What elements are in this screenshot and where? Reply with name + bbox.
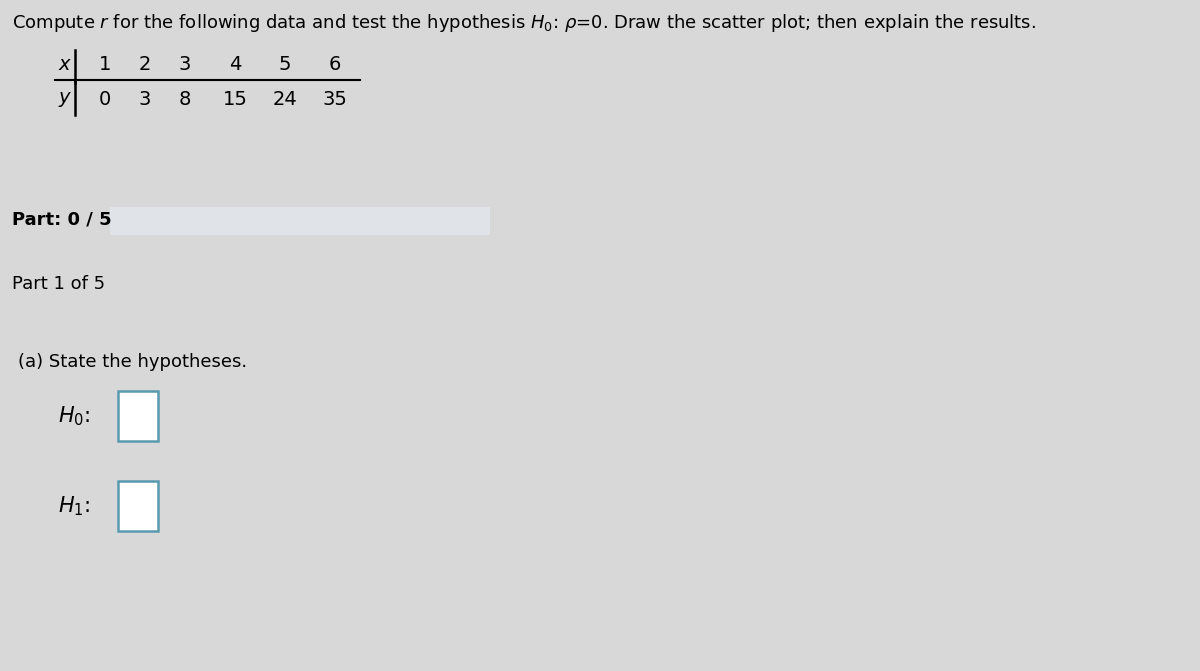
Text: Part 1 of 5: Part 1 of 5 (12, 275, 106, 293)
Text: $x$: $x$ (58, 56, 72, 74)
Text: 3: 3 (179, 56, 191, 74)
Text: 1: 1 (98, 56, 112, 74)
Text: Compute $r$ for the following data and test the hypothesis $H_0$: $\rho$=0. Draw: Compute $r$ for the following data and t… (12, 12, 1036, 34)
Text: 24: 24 (272, 91, 298, 109)
Text: 8: 8 (179, 91, 191, 109)
Text: 5: 5 (278, 56, 292, 74)
Text: 3: 3 (139, 91, 151, 109)
Text: 35: 35 (323, 91, 348, 109)
Text: $H_0$:: $H_0$: (58, 405, 90, 428)
Text: $y$: $y$ (58, 91, 72, 109)
Text: 15: 15 (222, 91, 247, 109)
Bar (118, 481, 158, 531)
Text: 6: 6 (329, 56, 341, 74)
Text: 4: 4 (229, 56, 241, 74)
Text: 2: 2 (139, 56, 151, 74)
Bar (118, 391, 158, 442)
Bar (110, 207, 490, 235)
Text: (a) State the hypotheses.: (a) State the hypotheses. (18, 354, 247, 371)
Text: $H_1$:: $H_1$: (58, 495, 90, 518)
Text: Part: 0 / 5: Part: 0 / 5 (12, 211, 112, 229)
Text: 0: 0 (98, 91, 112, 109)
